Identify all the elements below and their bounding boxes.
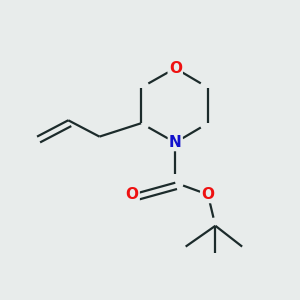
Text: N: N (169, 135, 182, 150)
Text: O: O (169, 61, 182, 76)
Text: O: O (126, 187, 139, 202)
Text: O: O (202, 187, 214, 202)
